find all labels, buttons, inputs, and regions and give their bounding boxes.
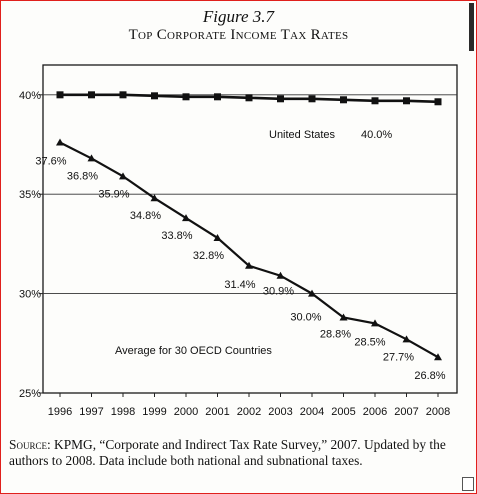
marker-united-states [434,98,442,106]
marker-united-states [403,97,410,105]
y-tick-label: 40% [19,90,41,102]
marker-united-states [151,92,158,100]
scrollbar-thumb[interactable] [469,3,474,51]
x-tick-label: 2000 [174,406,198,418]
marker-united-states [245,94,253,102]
data-label-oecd: 30.0% [290,312,321,324]
marker-oecd-average [339,313,348,321]
marker-united-states [277,95,284,103]
series-line-oecd-average [59,141,439,359]
marker-oecd-average [213,233,222,241]
marker-oecd-average [119,172,127,180]
resize-corner[interactable] [462,477,474,491]
marker-united-states [182,93,190,101]
x-tick-label: 2006 [363,406,387,418]
x-tick-label: 2007 [394,406,418,418]
marker-united-states [56,91,64,99]
x-tick-label: 2004 [300,406,324,418]
source-note: Source: KPMG, “Corporate and Indirect Ta… [9,437,471,468]
x-tick-label: 1996 [48,406,72,418]
x-tick-label: 2008 [426,406,450,418]
x-tick-label: 2002 [237,406,261,418]
x-tick-label: 1998 [111,406,135,418]
marker-oecd-average [402,335,411,343]
marker-united-states [371,97,379,105]
marker-oecd-average [245,261,253,269]
data-label-oecd: 30.9% [263,286,294,298]
data-label-oecd: 28.5% [354,336,385,348]
x-tick-label: 2003 [268,406,292,418]
marker-oecd-average [56,138,64,146]
x-tick-label: 1997 [79,406,103,418]
marker-united-states [88,91,95,99]
y-tick-label: 35% [19,189,41,201]
marker-oecd-average [87,154,96,162]
data-label-oecd: 37.6% [35,156,66,168]
marker-united-states [340,96,347,104]
marker-oecd-average [371,319,379,327]
figure-label: Figure 3.7 [202,7,275,26]
series-value-united-states: 40.0% [361,129,392,141]
series-label-oecd-average: Average for 30 OECD Countries [115,345,272,357]
source-text: KPMG, “Corporate and Indirect Tax Rate S… [9,437,446,468]
y-tick-label: 25% [19,388,41,400]
data-label-oecd: 27.7% [383,351,414,363]
marker-oecd-average [308,289,316,297]
plot-frame [42,64,458,394]
marker-oecd-average [434,353,442,361]
marker-oecd-average [150,194,159,202]
marker-united-states [308,95,316,103]
data-label-oecd: 33.8% [161,230,192,242]
data-label-oecd: 34.8% [130,210,161,222]
marker-united-states [119,91,127,99]
data-label-oecd: 36.8% [67,170,98,182]
data-label-oecd: 26.8% [414,370,445,382]
x-tick-label: 2001 [205,406,229,418]
y-tick-label: 30% [19,289,41,301]
marker-united-states [214,93,221,101]
x-tick-label: 1999 [142,406,166,418]
data-label-oecd: 32.8% [193,250,224,262]
source-lead: Source: [9,437,51,452]
data-label-oecd: 28.8% [320,328,351,340]
series-label-united-states: United States [269,129,336,141]
x-tick-label: 2005 [331,406,355,418]
data-label-oecd: 31.4% [224,279,255,291]
figure-title: Top Corporate Income Tax Rates [128,27,349,43]
marker-oecd-average [276,271,285,279]
data-label-oecd: 35.9% [98,188,129,200]
marker-oecd-average [182,214,190,222]
